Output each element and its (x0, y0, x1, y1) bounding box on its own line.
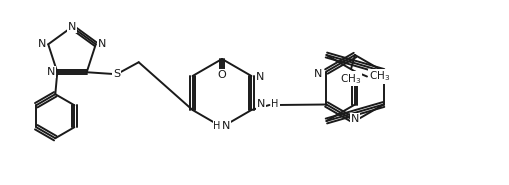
Text: S: S (113, 69, 120, 79)
Text: N: N (68, 22, 76, 32)
Text: CH$_3$: CH$_3$ (340, 72, 361, 86)
Text: CH$_3$: CH$_3$ (369, 70, 389, 83)
Text: H: H (271, 99, 278, 109)
Text: O: O (217, 70, 226, 80)
Text: N: N (255, 72, 263, 82)
Text: N: N (314, 68, 322, 78)
Text: H: H (218, 121, 225, 131)
Text: N: N (38, 39, 46, 49)
Text: N: N (47, 67, 55, 77)
Text: H: H (213, 121, 220, 131)
Text: N: N (98, 39, 106, 49)
Text: N: N (350, 114, 358, 124)
Text: N: N (257, 99, 265, 109)
Text: N: N (221, 121, 230, 131)
